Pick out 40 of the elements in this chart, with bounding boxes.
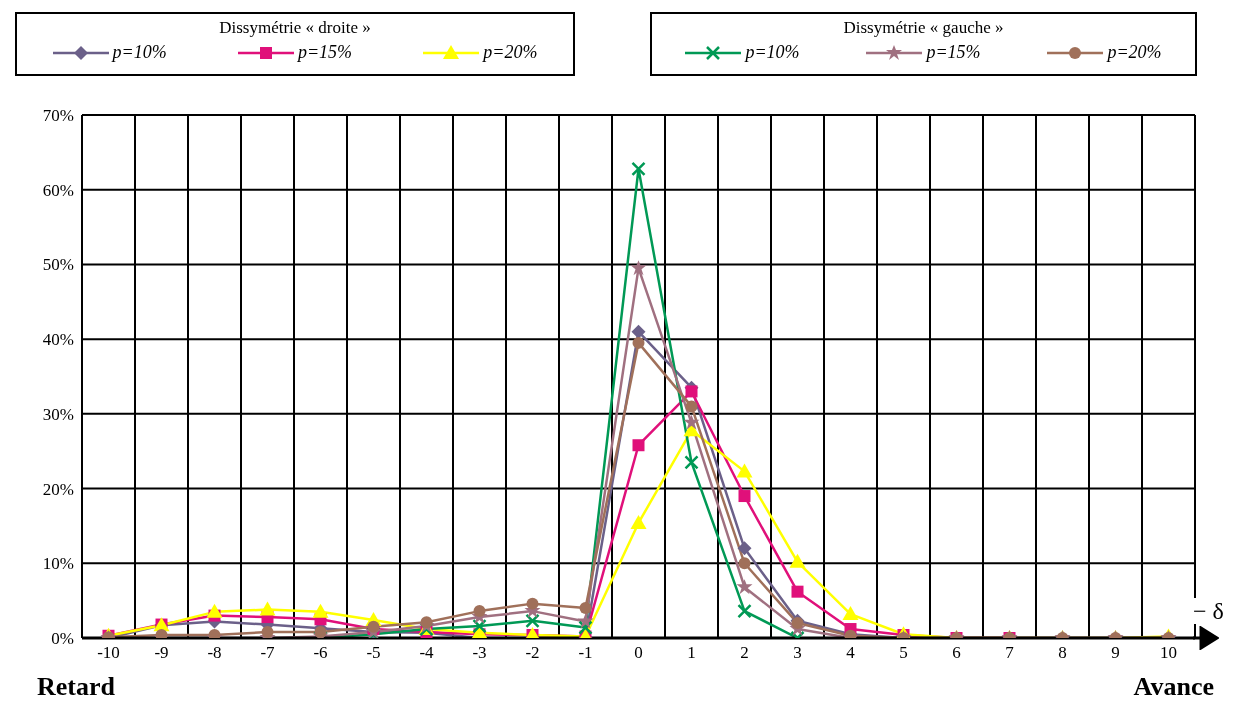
x-tick-label: 5: [899, 643, 908, 663]
x-tick-label: 10: [1160, 643, 1177, 663]
legend-label: p=15%: [297, 42, 353, 63]
legend-label: p=20%: [1107, 42, 1162, 63]
text: Retard: [37, 672, 115, 702]
text: Dissymétrie « droite »: [219, 18, 371, 37]
legend-label: p=10%: [745, 42, 800, 63]
x-tick-label: -5: [366, 643, 381, 663]
x-tick-label: -1: [578, 643, 593, 663]
x-tick-label: 4: [846, 643, 856, 663]
x-axis-title: − δ: [1193, 598, 1224, 624]
x-tick-label: -4: [419, 643, 435, 663]
x-tick-label: -2: [525, 643, 540, 663]
legend-label: p=15%: [926, 42, 981, 63]
x-tick-label: 2: [740, 643, 749, 663]
x-tick-label: 1: [687, 643, 696, 663]
x-tick-label: -6: [313, 643, 328, 663]
legend-label: p=10%: [112, 42, 167, 63]
y-tick-label: 50%: [42, 255, 74, 275]
x-tick-label: 3: [793, 643, 802, 663]
y-tick-label: 70%: [42, 106, 74, 126]
x-tick-label: -9: [154, 643, 169, 663]
y-tick-label: 40%: [42, 330, 74, 350]
x-tick-label: -8: [207, 643, 222, 663]
y-tick-label: 60%: [42, 180, 74, 200]
text: Dissymétrie « gauche »: [843, 18, 1004, 37]
text: Avance: [1133, 672, 1214, 702]
x-tick-label: -3: [472, 643, 487, 663]
y-tick-label: 30%: [42, 404, 74, 424]
x-tick-label: 7: [1005, 643, 1015, 663]
x-tick-label: 0: [634, 643, 643, 663]
x-tick-label: -7: [260, 643, 276, 663]
x-tick-label: 6: [952, 643, 961, 663]
y-tick-label: 20%: [42, 479, 74, 499]
y-tick-label: 10%: [42, 554, 74, 574]
legend-label: p=20%: [483, 42, 538, 63]
x-tick-label: 9: [1111, 643, 1120, 663]
x-tick-label: 8: [1058, 643, 1067, 663]
x-tick-label: -10: [97, 643, 120, 663]
y-tick-label: 0%: [51, 629, 74, 649]
